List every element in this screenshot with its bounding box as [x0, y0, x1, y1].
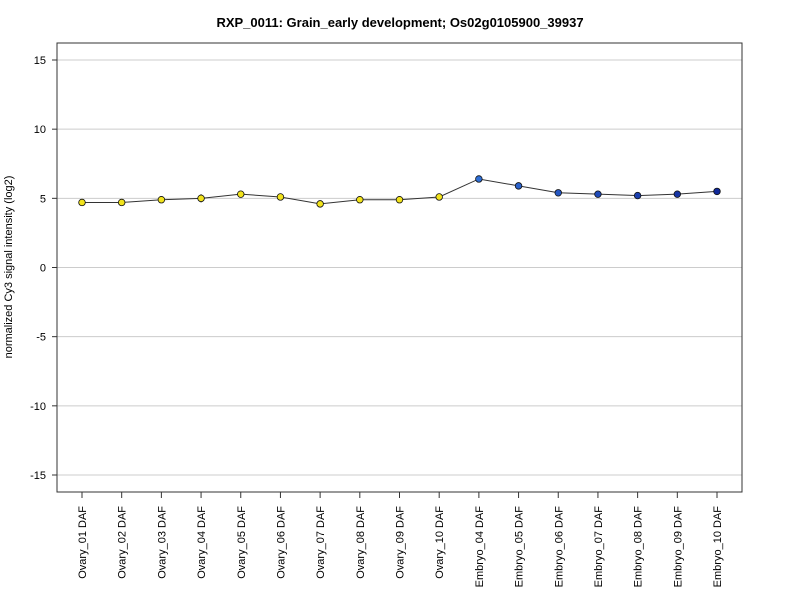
chart-title: RXP_0011: Grain_early development; Os02g…	[216, 15, 583, 30]
data-point	[237, 190, 245, 198]
data-point	[197, 194, 205, 203]
y-tick-label: 15	[34, 55, 46, 67]
x-tick-label: Ovary_05 DAF	[236, 506, 248, 579]
x-tick-label: Embryo_06 DAF	[553, 506, 565, 588]
x-tick-label: Ovary_03 DAF	[156, 506, 168, 579]
data-point	[713, 187, 721, 196]
x-tick-label: Embryo_04 DAF	[474, 506, 486, 588]
x-tick-label: Embryo_07 DAF	[593, 506, 605, 588]
x-tick-label: Ovary_09 DAF	[395, 506, 407, 579]
data-point	[78, 198, 86, 207]
data-point	[514, 182, 523, 190]
data-point	[276, 193, 285, 201]
data-point	[117, 198, 126, 207]
gridlines	[57, 59, 742, 476]
data-point	[673, 190, 682, 198]
data-point	[395, 196, 404, 204]
data-point	[633, 191, 642, 200]
y-axis-label: normalized Cy3 signal intensity (log2)	[3, 176, 15, 359]
y-axis: -15 -10 -5 0 5 10 15	[30, 55, 57, 482]
data-point	[475, 175, 483, 183]
x-tick-label: Embryo_05 DAF	[514, 506, 526, 588]
data-point	[594, 190, 602, 198]
x-tick-label: Ovary_04 DAF	[196, 506, 208, 579]
y-tick-label: 0	[40, 263, 46, 275]
x-axis: Ovary_01 DAF Ovary_02 DAF Ovary_03 DAF Ovar…	[77, 492, 724, 587]
x-tick-label: Embryo_08 DAF	[633, 506, 645, 588]
x-tick-label: Ovary_10 DAF	[434, 506, 446, 579]
x-tick-label: Ovary_01 DAF	[77, 506, 89, 579]
x-tick-label: Ovary_06 DAF	[275, 506, 287, 579]
x-tick-label: Ovary_02 DAF	[117, 506, 129, 579]
y-tick-label: -10	[30, 401, 46, 413]
x-tick-label: Embryo_09 DAF	[672, 506, 684, 588]
data-point	[554, 189, 562, 197]
data-points	[78, 175, 721, 208]
data-point	[435, 193, 443, 201]
y-tick-label: 10	[34, 124, 46, 136]
data-point	[316, 200, 324, 208]
y-tick-label: 5	[40, 193, 46, 205]
y-tick-label: -5	[36, 332, 46, 344]
x-tick-label: Embryo_10 DAF	[712, 506, 724, 588]
data-point	[356, 196, 364, 204]
data-point	[157, 196, 166, 204]
y-tick-label: -15	[30, 470, 46, 482]
x-tick-label: Ovary_08 DAF	[355, 506, 367, 579]
x-tick-label: Ovary_07 DAF	[315, 506, 327, 579]
